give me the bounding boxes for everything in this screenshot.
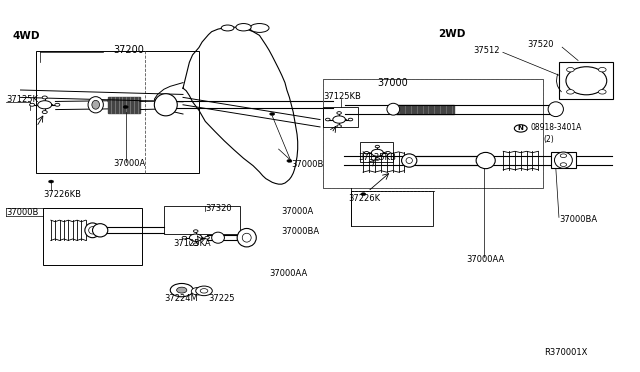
Ellipse shape [371, 149, 383, 156]
Ellipse shape [205, 236, 209, 239]
Ellipse shape [42, 96, 47, 99]
Ellipse shape [85, 223, 100, 238]
Ellipse shape [55, 103, 60, 106]
Ellipse shape [221, 25, 234, 31]
Text: 37000BA: 37000BA [559, 215, 597, 224]
Text: 37226K: 37226K [349, 194, 381, 203]
Text: R370001X: R370001X [544, 348, 588, 357]
Text: 37226KB: 37226KB [43, 190, 81, 199]
Ellipse shape [212, 232, 225, 243]
Ellipse shape [348, 118, 353, 121]
Ellipse shape [193, 243, 198, 246]
Text: 37125K: 37125K [6, 95, 38, 104]
Ellipse shape [548, 102, 563, 116]
Ellipse shape [566, 90, 574, 94]
Ellipse shape [38, 101, 52, 109]
Ellipse shape [269, 112, 275, 115]
Ellipse shape [375, 158, 380, 160]
Text: 37520: 37520 [527, 41, 554, 49]
Ellipse shape [566, 67, 607, 95]
Ellipse shape [51, 104, 53, 105]
Ellipse shape [337, 125, 341, 128]
Ellipse shape [49, 180, 54, 183]
Ellipse shape [237, 228, 256, 247]
Ellipse shape [236, 23, 251, 31]
Text: 37224M: 37224M [164, 294, 198, 303]
Ellipse shape [401, 154, 417, 167]
Bar [43, 208, 141, 265]
Ellipse shape [386, 151, 390, 154]
Ellipse shape [191, 288, 204, 295]
Bar [36, 51, 199, 173]
Ellipse shape [554, 152, 572, 168]
Bar [323, 107, 358, 127]
Text: 37512: 37512 [473, 46, 499, 55]
Ellipse shape [598, 67, 606, 72]
Text: 37000B: 37000B [291, 160, 324, 169]
Text: (2): (2) [543, 135, 554, 144]
Ellipse shape [375, 145, 380, 148]
Ellipse shape [92, 100, 100, 109]
Text: 37000BA: 37000BA [282, 227, 320, 235]
Ellipse shape [89, 227, 97, 234]
Text: 37200: 37200 [113, 45, 144, 55]
Ellipse shape [361, 193, 366, 196]
Text: 2WD: 2WD [438, 29, 465, 39]
Ellipse shape [123, 106, 128, 109]
Ellipse shape [202, 237, 204, 238]
Polygon shape [396, 105, 454, 114]
Ellipse shape [182, 236, 187, 239]
Ellipse shape [406, 158, 412, 163]
Text: 37000: 37000 [378, 78, 408, 89]
Ellipse shape [29, 103, 35, 106]
Bar [351, 191, 433, 226]
Ellipse shape [243, 233, 251, 242]
Bar [360, 142, 393, 161]
Ellipse shape [189, 234, 202, 241]
Text: N: N [518, 125, 524, 131]
Ellipse shape [598, 90, 606, 94]
Ellipse shape [560, 154, 566, 158]
Ellipse shape [200, 289, 208, 293]
Ellipse shape [177, 287, 187, 293]
Ellipse shape [560, 163, 566, 166]
Bar [164, 206, 241, 234]
Ellipse shape [93, 224, 108, 237]
Text: 37320: 37320 [205, 204, 232, 214]
Ellipse shape [88, 97, 103, 113]
Text: 37000AA: 37000AA [467, 254, 505, 264]
Polygon shape [183, 27, 298, 184]
Ellipse shape [345, 119, 347, 120]
Ellipse shape [196, 286, 212, 296]
Bar [323, 79, 543, 188]
Text: 37125KB: 37125KB [323, 92, 361, 101]
Text: 08918-3401A: 08918-3401A [531, 123, 582, 132]
Ellipse shape [326, 118, 330, 121]
Ellipse shape [566, 67, 574, 72]
Ellipse shape [250, 23, 269, 32]
Ellipse shape [193, 230, 198, 232]
Text: 37000A: 37000A [282, 206, 314, 216]
Ellipse shape [154, 94, 177, 116]
Ellipse shape [42, 110, 47, 113]
Bar [550, 152, 576, 168]
Ellipse shape [333, 116, 346, 123]
Text: 37000A: 37000A [113, 159, 145, 169]
Ellipse shape [337, 112, 341, 114]
Polygon shape [108, 97, 140, 113]
Polygon shape [154, 83, 183, 114]
Ellipse shape [170, 283, 193, 297]
Ellipse shape [387, 103, 399, 115]
Text: 4WD: 4WD [13, 32, 40, 41]
Ellipse shape [365, 151, 369, 154]
Text: 37225: 37225 [209, 294, 235, 303]
Bar [559, 62, 613, 99]
Text: 37000AA: 37000AA [269, 269, 307, 278]
Text: 37000B: 37000B [6, 208, 39, 217]
Text: 37125KB: 37125KB [358, 153, 396, 162]
Text: 37125KA: 37125KA [173, 239, 211, 248]
Ellipse shape [383, 152, 385, 153]
Ellipse shape [287, 160, 292, 162]
Ellipse shape [476, 153, 495, 169]
